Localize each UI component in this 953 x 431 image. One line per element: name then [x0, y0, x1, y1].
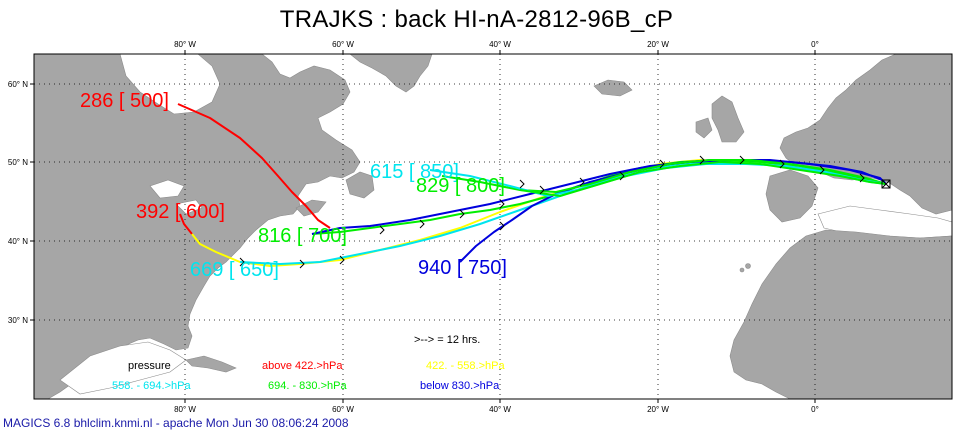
legend-cyan-range: 558. - 694.>hPa — [112, 380, 191, 392]
lon-tick-bottom-20w: 20° W — [647, 405, 669, 414]
lat-tick-30n: 30° N — [8, 316, 28, 325]
land — [33, 53, 953, 400]
lat-tick-60n: 60° N — [8, 80, 28, 89]
lon-tick-bottom-60w: 60° W — [332, 405, 354, 414]
label-816: 816 [ 700] — [258, 225, 347, 247]
trajectory-red-lower — [179, 213, 193, 235]
label-286: 286 [ 500] — [80, 90, 169, 112]
lon-tick-top-0: 0° — [811, 40, 819, 49]
label-392: 392 [ 600] — [136, 201, 225, 223]
label-615: 615 [ 850] — [370, 161, 459, 183]
tick-marks — [30, 50, 816, 403]
legend-green-range: 694. - 830.>hPa — [268, 380, 347, 392]
label-940: 940 [ 750] — [418, 257, 507, 279]
destination-marker — [881, 179, 891, 189]
map-title: TRAJKS : back HI-nA-2812-96B_cP — [279, 6, 674, 33]
legend-pressure-label: pressure — [128, 360, 171, 372]
legend-arrow-note: >--> = 12 hrs. — [414, 334, 480, 346]
lat-tick-40n: 40° N — [8, 237, 28, 246]
legend-below: below 830.>hPa — [420, 380, 500, 392]
lon-tick-top-40w: 40° W — [489, 40, 511, 49]
lon-tick-top-60w: 60° W — [332, 40, 354, 49]
trajectory-green-3 — [519, 161, 887, 197]
trajectory-red-upper — [177, 103, 331, 229]
footer-credit: MAGICS 6.8 bhlclim.knmi.nl - apache Mon … — [3, 416, 349, 430]
lon-tick-bottom-80w: 80° W — [174, 405, 196, 414]
legend-yellow-range: 422. - 558.>hPa — [426, 360, 505, 372]
lon-tick-bottom-40w: 40° W — [489, 405, 511, 414]
lat-tick-50n: 50° N — [8, 158, 28, 167]
trajectories — [177, 103, 887, 267]
label-829: 829 [ 800] — [416, 175, 505, 197]
legend-above: above 422.>hPa — [262, 360, 343, 372]
label-669: 669 [ 650] — [190, 259, 279, 281]
map-frame — [33, 53, 953, 400]
lon-tick-top-20w: 20° W — [647, 40, 669, 49]
lon-tick-bottom-0: 0° — [811, 405, 819, 414]
lon-tick-top-80w: 80° W — [174, 40, 196, 49]
time-markers — [239, 155, 865, 269]
